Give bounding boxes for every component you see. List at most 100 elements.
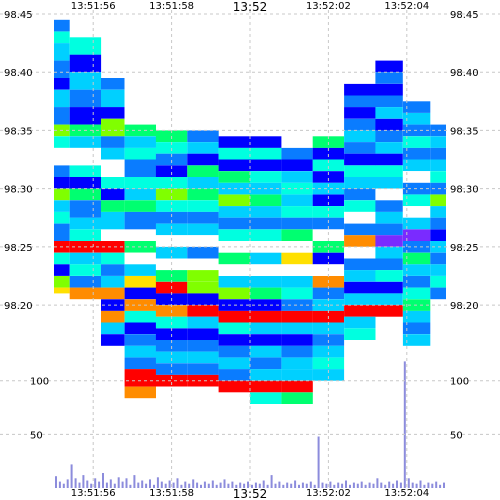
- heatmap-cell: [430, 287, 446, 300]
- volume-bar: [262, 480, 265, 488]
- heatmap-cell: [69, 72, 102, 90]
- heatmap-cell: [155, 223, 188, 236]
- volume-bar: [62, 483, 65, 488]
- heatmap-cell: [187, 270, 219, 282]
- heatmap-cell: [218, 345, 250, 358]
- heatmap-cell: [69, 136, 102, 148]
- heatmap-cell: [430, 136, 446, 148]
- volume-bar: [192, 479, 195, 488]
- heatmap-cell: [101, 118, 125, 137]
- heatmap-cell: [124, 229, 156, 241]
- volume-bar: [180, 484, 183, 488]
- heatmap-cell: [250, 252, 282, 265]
- heatmap-cell: [218, 264, 250, 276]
- volume-bar: [290, 483, 293, 488]
- heatmap-cell: [101, 322, 125, 335]
- heatmap-cell: [218, 159, 250, 172]
- heatmap-cell: [187, 142, 219, 154]
- volume-bar: [258, 483, 261, 488]
- heatmap-cell: [218, 217, 250, 230]
- heatmap-cell: [430, 171, 446, 183]
- volume-bar: [251, 484, 253, 488]
- volume-bar: [345, 480, 347, 488]
- heatmap-cell: [312, 357, 345, 370]
- heatmap-cell: [54, 287, 70, 294]
- volume-bar: [439, 484, 442, 488]
- heatmap-cell: [281, 287, 313, 300]
- heatmap-cell: [54, 19, 70, 32]
- heatmap-cell: [124, 136, 156, 148]
- heatmap-cell: [344, 211, 376, 224]
- volume-bar: [160, 481, 163, 488]
- volume-bar: [156, 477, 159, 488]
- heatmap-cell: [344, 165, 376, 177]
- volume-bar: [368, 482, 371, 488]
- heatmap-cell: [101, 159, 125, 177]
- price-tick-label-left: 98.25: [4, 243, 33, 254]
- heatmap-cell: [375, 118, 403, 131]
- volume-bar: [200, 484, 202, 488]
- x-tick-label-top: 13:52:02: [306, 1, 351, 12]
- volume-bar: [282, 484, 285, 488]
- volume-bar: [188, 483, 191, 488]
- heatmap-cell: [54, 89, 70, 108]
- volume-bar: [203, 481, 206, 488]
- heatmap-cell: [344, 316, 376, 329]
- heatmap-cell: [344, 281, 376, 294]
- heatmap-cell: [187, 305, 219, 317]
- heatmap-cell: [281, 310, 313, 323]
- heatmap-cell: [344, 235, 376, 247]
- heatmap-cell: [250, 194, 282, 207]
- price-tick-label-right: 98.40: [450, 68, 479, 79]
- heatmap-cell: [124, 264, 156, 276]
- heatmap-cell: [250, 229, 282, 241]
- heatmap-cell: [187, 165, 219, 177]
- heatmap-cell: [69, 107, 102, 125]
- x-tick-label-top: 13:51:56: [71, 1, 116, 12]
- heatmap-cell: [344, 153, 376, 166]
- volume-bar: [78, 482, 81, 488]
- heatmap-cell: [250, 310, 282, 323]
- heatmap-cell: [124, 276, 156, 288]
- heatmap-cell: [344, 188, 376, 201]
- volume-bar: [184, 481, 187, 488]
- volume-bar: [266, 484, 269, 488]
- heatmap-cell: [250, 136, 282, 148]
- heatmap-cell: [187, 223, 219, 236]
- heatmap-cell: [218, 380, 250, 393]
- heatmap-cell: [344, 130, 376, 142]
- volume-tick-label-left: 50: [30, 430, 43, 441]
- heatmap-cell: [402, 159, 431, 172]
- heatmap-cell: [54, 136, 70, 148]
- volume-bar: [149, 479, 151, 488]
- heatmap-cell: [69, 147, 102, 166]
- heatmap-cell: [101, 188, 125, 201]
- heatmap-cell: [69, 89, 102, 108]
- volume-bar: [388, 481, 391, 488]
- heatmap-cell: [124, 334, 156, 346]
- heatmap-cell: [281, 357, 313, 370]
- heatmap-cell: [155, 363, 188, 375]
- volume-bar: [321, 482, 324, 488]
- heatmap-cell: [281, 147, 313, 160]
- volume-tick-label-right: 50: [450, 430, 463, 441]
- price-tick-label-right: 98.20: [450, 301, 479, 312]
- heatmap-cell: [344, 328, 376, 340]
- heatmap-cell: [281, 369, 313, 381]
- heatmap-cell: [187, 211, 219, 224]
- heatmap-cell: [375, 165, 403, 177]
- heatmap-cell: [187, 246, 219, 259]
- volume-bar: [219, 482, 222, 488]
- volume-bar: [247, 481, 249, 488]
- volume-bar: [231, 481, 234, 488]
- heatmap-cell: [344, 142, 376, 154]
- volume-bar: [286, 482, 289, 488]
- heatmap-cell: [187, 281, 219, 294]
- heatmap-cell: [124, 345, 156, 358]
- heatmap-cell: [250, 206, 282, 218]
- heatmap-cell: [218, 276, 250, 288]
- heatmap-cell: [124, 310, 156, 323]
- heatmap-cell: [281, 392, 313, 404]
- heatmap-cell: [430, 159, 446, 172]
